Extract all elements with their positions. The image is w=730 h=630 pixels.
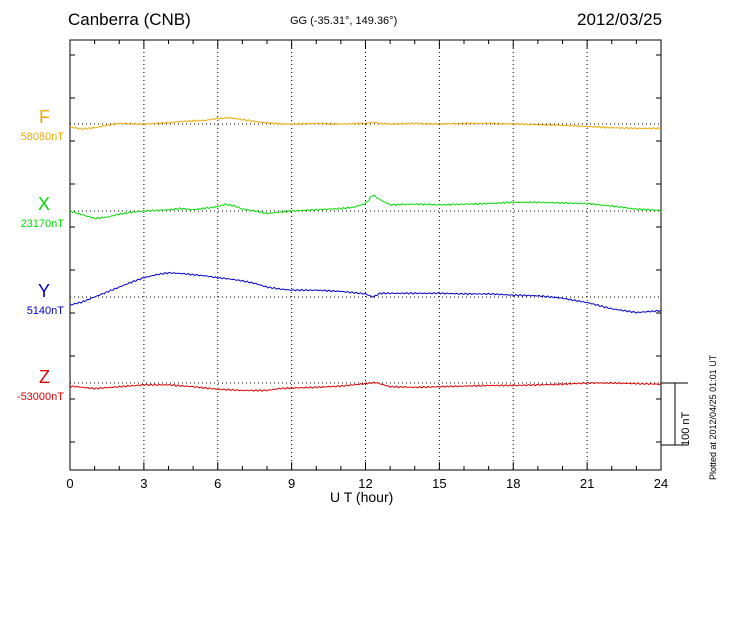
plot-date: 2012/03/25 xyxy=(577,10,663,29)
series-label-y: Y xyxy=(37,281,50,301)
series-line-y xyxy=(69,271,662,314)
plotted-timestamp-container: Plotted at 2012/04/25 01:01 UT xyxy=(708,355,722,630)
series-line-z xyxy=(69,381,662,392)
x-tick-label: 24 xyxy=(653,476,669,491)
x-tick-label: 15 xyxy=(432,476,447,491)
magnetogram-chart xyxy=(69,39,688,471)
series-line-x xyxy=(69,194,661,220)
x-tick-label: 21 xyxy=(579,476,595,491)
series-label-z: Z xyxy=(39,367,50,387)
x-tick-label: 12 xyxy=(358,476,373,491)
series-baseline-y: 5140nT xyxy=(26,305,64,317)
x-tick-label: 0 xyxy=(66,476,74,491)
scale-bar-label: 100 nT xyxy=(680,411,692,446)
x-tick-label: 18 xyxy=(506,476,521,491)
x-axis-label: U T (hour) xyxy=(330,489,394,505)
series-label-f: F xyxy=(39,107,50,127)
station-title: Canberra (CNB) xyxy=(68,10,191,29)
x-tick-label: 3 xyxy=(140,476,148,491)
series-baseline-z: -53000nT xyxy=(16,391,64,403)
x-tick-label: 9 xyxy=(288,476,296,491)
geographic-coordinates: GG (-35.31°, 149.36°) xyxy=(290,15,398,27)
series-baseline-x: 23170nT xyxy=(20,218,64,230)
series-line-f xyxy=(70,116,662,131)
x-tick-label: 6 xyxy=(214,476,222,491)
plotted-timestamp: Plotted at 2012/04/25 01:01 UT xyxy=(708,354,718,480)
series-label-x: X xyxy=(37,194,50,214)
series-baseline-f: 58080nT xyxy=(20,131,64,143)
